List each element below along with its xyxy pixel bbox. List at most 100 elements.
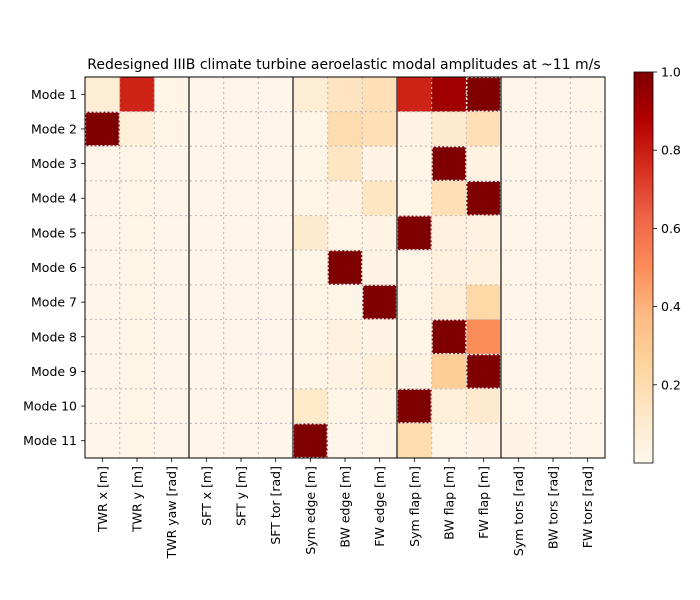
heatmap-cell: [327, 423, 363, 459]
chart-title: Redesigned IIIB climate turbine aeroelas…: [87, 57, 600, 73]
heatmap-cell: [189, 354, 225, 390]
x-tick-labels: TWR x [m] TWR y [m] TWR yaw [rad] SFT x [m]…: [95, 458, 595, 559]
heatmap-cell: [85, 388, 121, 424]
heatmap-cell: [154, 354, 190, 390]
heatmap-cell: [501, 215, 537, 251]
heatmap-cell: [570, 111, 606, 147]
x-tick-label: BW tors [rad]: [546, 466, 561, 549]
heatmap-cell: [119, 284, 155, 320]
heatmap-cell: [535, 77, 571, 113]
highlight-cell-border: [466, 353, 502, 389]
colorbar-ticks: 0.2 0.4 0.6 0.8 1.0: [653, 65, 681, 392]
heatmap-cell: [293, 354, 329, 390]
group-dividers: [188, 77, 502, 458]
x-tick-label: SFT y [m]: [234, 466, 249, 526]
colorbar-tick-label: 0.4: [661, 299, 681, 314]
heatmap-cell: [570, 423, 606, 459]
heatmap-cell: [362, 250, 398, 286]
y-tick-label: Mode 11: [23, 433, 77, 448]
heatmap-cell: [501, 354, 537, 390]
heatmap-cell: [466, 388, 502, 424]
heatmap-cell: [223, 250, 259, 286]
heatmap-cell: [258, 146, 294, 182]
heatmap-cell: [85, 180, 121, 217]
heatmap-cell: [327, 146, 363, 182]
heatmap-cell: [535, 284, 571, 320]
y-tick-label: Mode 8: [31, 329, 77, 344]
heatmap-cell: [397, 111, 433, 147]
heatmap-cell: [85, 146, 121, 182]
heatmap-cell: [85, 215, 121, 251]
heatmap-cell: [293, 146, 329, 182]
x-tick-label: FW tors [rad]: [580, 466, 595, 548]
heatmap-cell: [154, 250, 190, 286]
heatmap-cell: [535, 250, 571, 286]
heatmap-cell: [119, 77, 155, 113]
heatmap-cell: [397, 423, 433, 459]
heatmap-cell: [119, 250, 155, 286]
heatmap-cell: [327, 250, 363, 286]
heatmap-cell: [535, 423, 571, 459]
heatmap-cell: [327, 284, 363, 320]
heatmap-cell: [535, 319, 571, 355]
heatmap-cell: [466, 319, 502, 355]
heatmap-cell: [431, 284, 467, 320]
heatmap-cell: [501, 423, 537, 459]
heatmap-cell: [85, 423, 121, 459]
heatmap-cell: [570, 77, 606, 113]
heatmap-cell: [154, 146, 190, 182]
heatmap-cell: [85, 111, 121, 147]
highlight-cell-border: [466, 180, 502, 216]
heatmap-cell: [466, 77, 502, 113]
heatmap-cell: [466, 423, 502, 459]
heatmap-cell: [327, 319, 363, 355]
heatmap-cell: [362, 319, 398, 355]
heatmap-cell: [223, 388, 259, 424]
y-tick-labels: Mode 1 Mode 2 Mode 3 Mode 4 Mode 5 Mode 6 Mode…: [23, 87, 85, 448]
heatmap-cell: [570, 180, 606, 217]
heatmap-cell: [431, 180, 467, 217]
heatmap-cell: [293, 77, 329, 113]
heatmap-cell: [189, 111, 225, 147]
heatmap-cell: [397, 180, 433, 217]
heatmap-cell: [119, 146, 155, 182]
heatmap-cell: [362, 180, 398, 217]
heatmap-cell: [223, 284, 259, 320]
heatmap-cell: [258, 423, 294, 459]
heatmap-cell: [154, 215, 190, 251]
heatmap-cell: [154, 284, 190, 320]
heatmap-cell: [223, 111, 259, 147]
heatmap-cell: [189, 180, 225, 217]
heatmap-cell: [327, 77, 363, 113]
heatmap-cell: [466, 146, 502, 182]
heatmap-cell: [362, 284, 398, 320]
heatmap-cell: [327, 354, 363, 390]
highlight-cell-border: [431, 319, 467, 355]
heatmap-cell: [431, 250, 467, 286]
x-tick-label: TWR x [m]: [95, 466, 110, 533]
heatmap-cell: [154, 180, 190, 217]
heatmap-cell: [466, 354, 502, 390]
colorbar-tick-label: 0.2: [661, 377, 681, 392]
heatmap-cell: [501, 146, 537, 182]
heatmap-cell: [327, 215, 363, 251]
heatmap-cell: [570, 319, 606, 355]
heatmap-cell: [223, 354, 259, 390]
heatmap-cell: [189, 388, 225, 424]
heatmap-cell: [397, 77, 433, 113]
heatmap-cell: [223, 77, 259, 113]
x-tick-label: BW flap [m]: [442, 466, 457, 540]
heatmap-cell: [431, 146, 467, 182]
heatmap-cell: [119, 388, 155, 424]
heatmap-cell: [119, 319, 155, 355]
heatmap-cell: [85, 284, 121, 320]
y-tick-label: Mode 7: [31, 295, 77, 310]
heatmap-cell: [362, 215, 398, 251]
heatmap-cell: [397, 388, 433, 424]
heatmap-cell: [154, 77, 190, 113]
heatmap-cell: [397, 319, 433, 355]
heatmap-cell: [85, 250, 121, 286]
heatmap-cell: [189, 215, 225, 251]
highlight-cell-border: [431, 146, 467, 182]
